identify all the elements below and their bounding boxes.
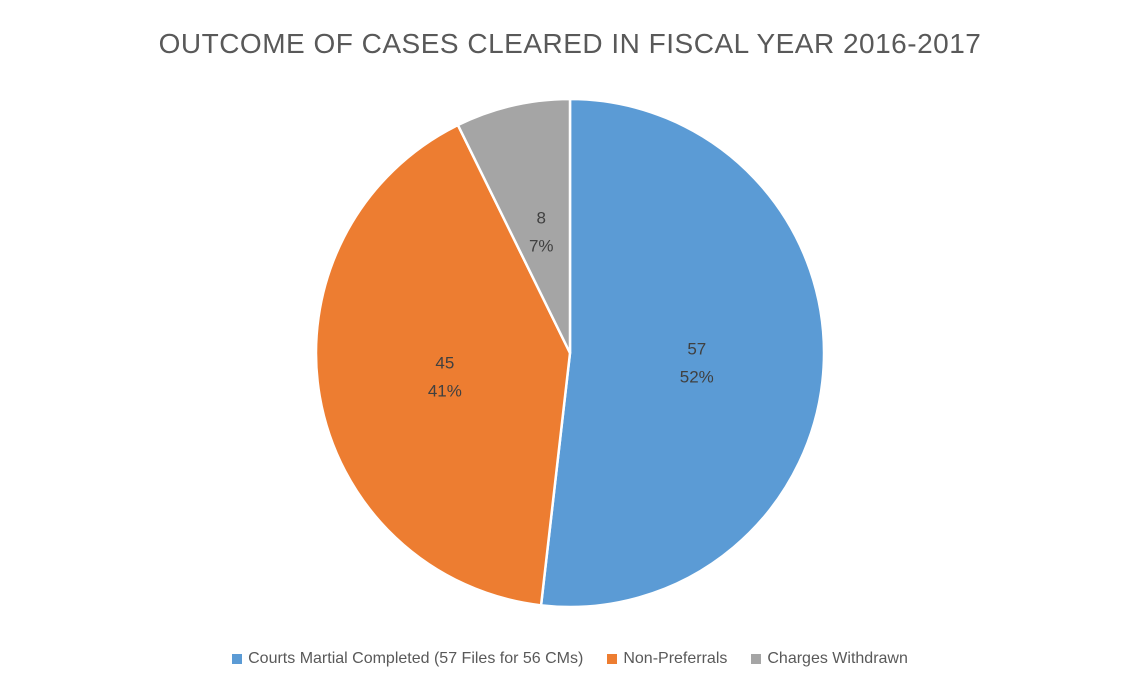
slice-data-label: 45 41% [428,354,462,401]
pie-slice [539,97,826,609]
slice-data-label: 8 7% [529,208,554,255]
slice-data-label: 57 52% [680,339,714,386]
legend-label: Non-Preferrals [623,650,728,667]
pie-slice [456,97,572,354]
legend-swatch [607,654,618,664]
legend-entry: Courts Martial Completed (57 Files for 5… [232,650,583,668]
pie-slice [314,123,572,607]
legend-label: Courts Martial Completed (57 Files for 5… [248,650,584,667]
legend-entry: Non-Preferrals [607,650,727,668]
legend-swatch [751,654,762,664]
legend-label: Charges Withdrawn [767,650,908,667]
legend: Courts Martial Completed (57 Files for 5… [0,650,1140,668]
legend-entry: Charges Withdrawn [751,650,908,668]
legend-swatch [232,654,243,664]
chart-title: OUTCOME OF CASES CLEARED IN FISCAL YEAR … [158,28,982,59]
